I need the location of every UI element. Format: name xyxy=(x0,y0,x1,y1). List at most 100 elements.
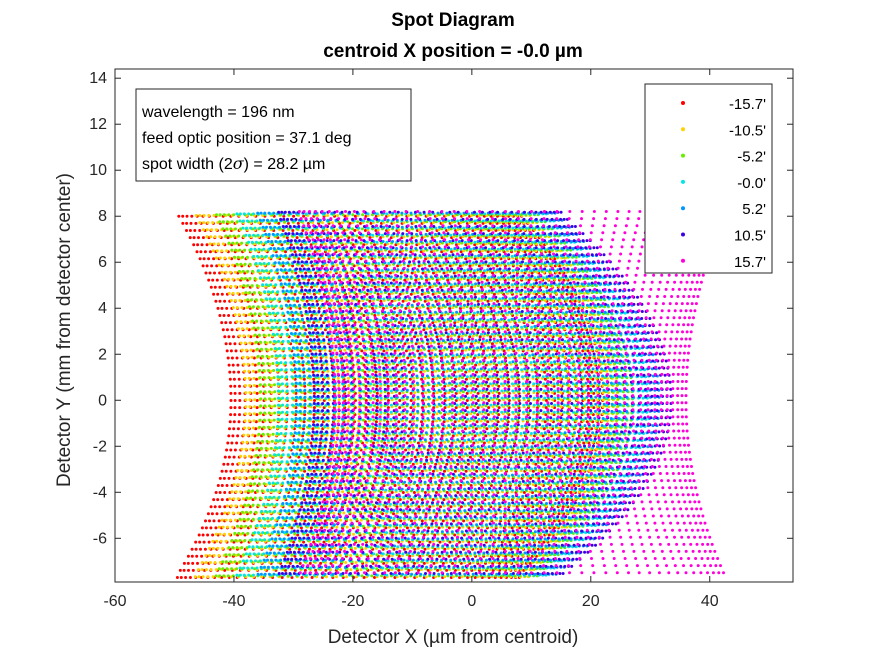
spot-point xyxy=(212,292,216,296)
spot-point xyxy=(338,497,342,501)
spot-point xyxy=(452,427,456,431)
spot-point xyxy=(311,427,315,431)
spot-point xyxy=(228,321,232,325)
spot-point xyxy=(347,384,351,387)
spot-point xyxy=(337,405,341,409)
spot-point xyxy=(341,532,345,536)
spot-point xyxy=(214,256,218,260)
spot-point xyxy=(426,448,430,452)
spot-point xyxy=(464,377,468,381)
spot-point xyxy=(209,568,213,572)
spot-point xyxy=(242,362,246,366)
spot-point xyxy=(382,349,386,353)
spot-point xyxy=(397,413,401,417)
spot-point xyxy=(292,214,296,218)
spot-point xyxy=(236,363,240,367)
spot-point xyxy=(346,376,350,380)
spot-point xyxy=(397,377,401,381)
spot-point xyxy=(246,517,250,521)
spot-point xyxy=(559,391,563,395)
spot-point xyxy=(320,476,324,480)
spot-point xyxy=(452,547,456,551)
spot-point xyxy=(582,441,586,445)
spot-point xyxy=(443,406,447,410)
spot-point xyxy=(225,328,229,332)
spot-point xyxy=(202,228,205,232)
spot-point xyxy=(347,405,351,409)
spot-point xyxy=(375,399,379,402)
spot-point xyxy=(216,546,220,550)
spot-point xyxy=(347,539,351,543)
spot-point xyxy=(220,249,224,253)
spot-point xyxy=(389,462,393,466)
spot-point xyxy=(544,384,548,388)
spot-point xyxy=(428,505,432,509)
spot-point xyxy=(201,264,205,268)
spot-point xyxy=(216,306,220,310)
spot-point xyxy=(241,531,245,535)
spot-point xyxy=(429,306,433,310)
spot-point xyxy=(235,306,239,310)
spot-point xyxy=(352,511,356,515)
spot-point xyxy=(249,447,253,451)
spot-point xyxy=(369,455,372,459)
spot-point xyxy=(196,243,200,247)
spot-point xyxy=(232,427,236,431)
spot-point xyxy=(559,405,563,409)
spot-point xyxy=(238,539,242,542)
spot-point xyxy=(451,434,455,438)
spot-point xyxy=(182,568,186,572)
spot-point xyxy=(432,561,436,565)
spot-point xyxy=(447,455,451,459)
spot-point xyxy=(428,554,432,558)
spot-point xyxy=(495,363,499,367)
spot-point xyxy=(229,406,233,410)
spot-point xyxy=(462,519,466,523)
spot-point xyxy=(439,505,442,509)
spot-point xyxy=(235,567,239,571)
spot-point xyxy=(185,229,188,232)
spot-point xyxy=(334,284,338,288)
spot-point xyxy=(337,391,341,395)
spot-point xyxy=(383,576,387,579)
spot-point xyxy=(204,568,208,572)
spot-point xyxy=(319,441,323,445)
spot-point xyxy=(234,504,238,508)
spot-point xyxy=(447,554,451,558)
spot-point xyxy=(249,510,253,514)
spot-point xyxy=(335,433,339,437)
spot-point xyxy=(479,455,483,459)
spot-point xyxy=(312,384,316,388)
spot-point xyxy=(363,370,367,374)
spot-point xyxy=(251,362,255,366)
spot-point xyxy=(433,547,437,551)
spot-point xyxy=(330,299,334,302)
spot-point xyxy=(221,242,225,246)
spot-point xyxy=(534,484,538,487)
spot-point xyxy=(419,427,423,431)
spot-point xyxy=(308,349,312,353)
spot-point xyxy=(575,476,579,480)
spot-point xyxy=(225,284,229,288)
spot-point xyxy=(204,519,207,523)
spot-point xyxy=(358,539,362,543)
spot-point xyxy=(519,512,523,516)
spot-point xyxy=(231,277,235,281)
spot-point xyxy=(193,229,197,232)
spot-point xyxy=(404,484,408,487)
spot-point xyxy=(430,427,434,431)
spot-point xyxy=(432,384,435,388)
spot-point xyxy=(453,469,457,473)
spot-point xyxy=(188,236,192,240)
spot-point xyxy=(334,313,338,317)
spot-point xyxy=(400,462,404,466)
spot-point xyxy=(231,434,235,438)
spot-point xyxy=(247,454,251,458)
spot-point xyxy=(231,363,235,367)
spot-point xyxy=(335,362,339,366)
spot-point xyxy=(202,257,206,261)
spot-point xyxy=(380,546,384,550)
spot-point xyxy=(398,498,402,502)
spot-point xyxy=(230,356,234,360)
spot-point xyxy=(234,490,238,494)
